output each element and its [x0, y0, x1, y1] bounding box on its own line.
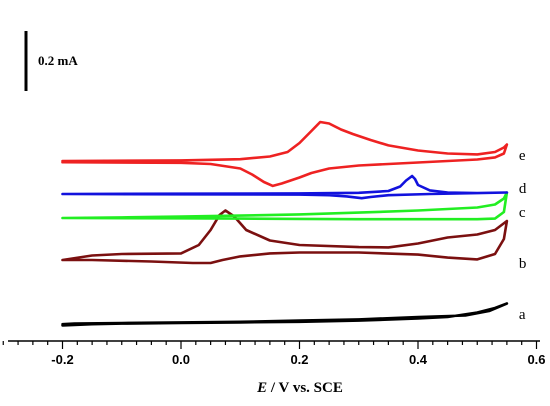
scale-bar-label: 0.2 mA — [38, 53, 78, 68]
x-axis-label: E / V vs. SCE — [256, 380, 343, 396]
curve-label-c: c — [519, 205, 526, 221]
scale-bar: 0.2 mA — [24, 31, 78, 91]
x-tick-label: 0.0 — [172, 352, 190, 367]
curve-c — [61, 191, 509, 221]
curve-label-b: b — [519, 256, 527, 272]
curve-e — [61, 120, 509, 188]
x-tick-label: 0.6 — [527, 352, 545, 367]
curve-b — [61, 209, 509, 265]
x-tick-label: 0.2 — [290, 352, 308, 367]
curve-labels-group: a b cd e — [519, 148, 527, 323]
x-ticks-group: -0.2 0.0 0.2 0.4 0.6 — [2, 341, 546, 367]
curve-label-a: a — [519, 307, 526, 323]
curve-d — [61, 174, 509, 200]
x-tick-label: 0.4 — [409, 352, 428, 367]
curve-label-e: e — [519, 148, 526, 164]
curve-a — [61, 302, 509, 327]
curve-label-d: d — [519, 181, 527, 197]
curves-group — [61, 120, 509, 327]
x-axis-label-symbol: E — [256, 380, 267, 396]
x-tick-label: -0.2 — [51, 352, 73, 367]
x-axis-label-units: / V vs. SCE — [267, 380, 343, 396]
